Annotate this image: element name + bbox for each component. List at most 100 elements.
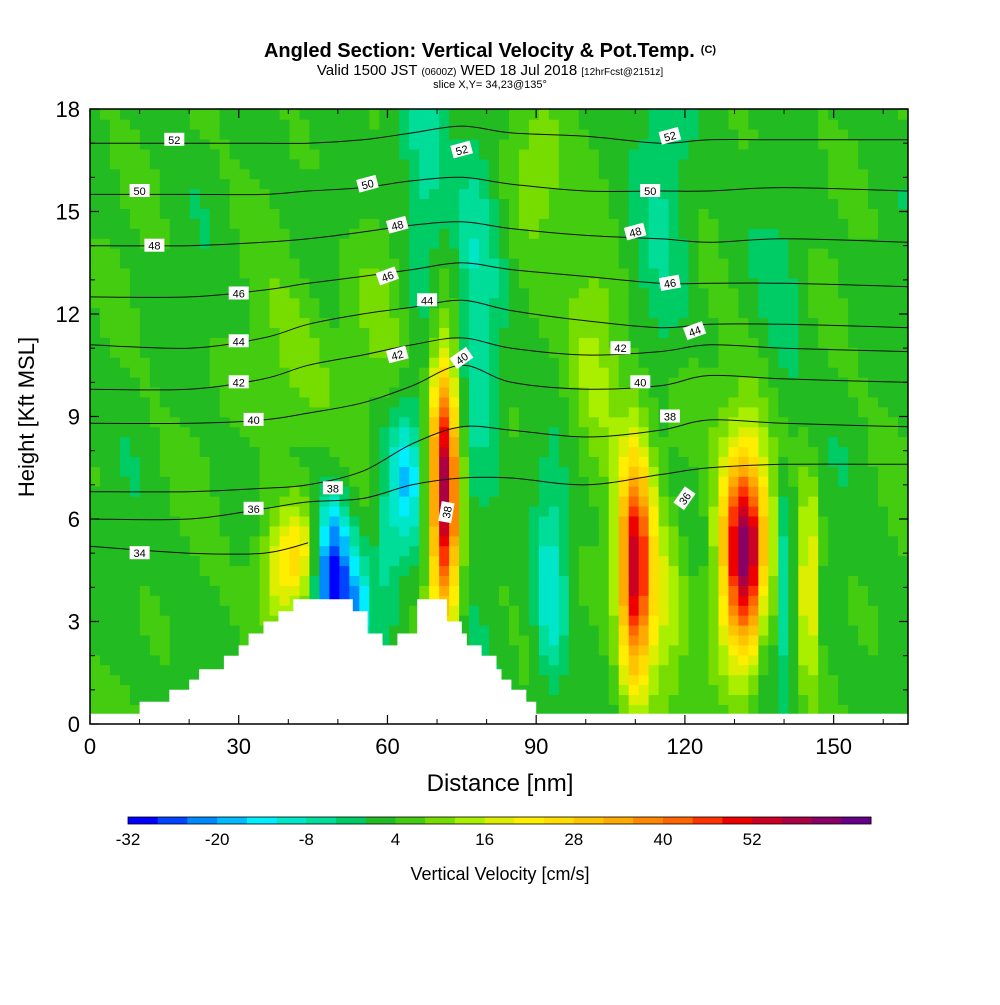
heatmap-cell xyxy=(508,585,520,596)
heatmap-cell xyxy=(279,158,291,170)
heatmap-cell xyxy=(578,178,590,190)
heatmap-cell xyxy=(818,237,829,249)
heatmap-cell xyxy=(558,128,570,140)
heatmap-cell xyxy=(149,128,161,140)
heatmap-cell xyxy=(479,237,490,249)
heatmap-cell xyxy=(90,634,101,646)
heatmap-cell xyxy=(379,555,391,567)
heatmap-cell xyxy=(848,257,859,269)
heatmap-cell xyxy=(788,505,800,517)
heatmap-cell xyxy=(409,317,420,329)
heatmap-cell xyxy=(429,535,440,547)
heatmap-cell xyxy=(718,247,730,259)
heatmap-cell xyxy=(508,287,520,299)
heatmap-cell xyxy=(758,595,770,606)
heatmap-cell xyxy=(518,634,530,646)
heatmap-cell xyxy=(548,128,560,140)
heatmap-cell xyxy=(99,237,111,249)
heatmap-cell xyxy=(439,575,450,586)
heatmap-cell xyxy=(608,198,620,209)
heatmap-cell xyxy=(119,168,131,180)
heatmap-cell xyxy=(239,485,251,497)
heatmap-cell xyxy=(149,436,161,448)
heatmap-cell xyxy=(518,604,530,616)
heatmap-cell xyxy=(758,228,770,239)
heatmap-cell xyxy=(718,327,730,338)
heatmap-cell xyxy=(728,247,740,259)
heatmap-cell xyxy=(868,476,879,487)
heatmap-cell xyxy=(99,218,111,229)
heatmap-cell xyxy=(568,297,580,309)
heatmap-cell xyxy=(748,604,760,616)
heatmap-cell xyxy=(99,535,111,547)
heatmap-cell xyxy=(628,148,640,160)
heatmap-cell xyxy=(119,485,131,497)
heatmap-cell xyxy=(359,545,371,557)
heatmap-cell xyxy=(219,257,231,269)
heatmap-cell xyxy=(299,287,311,299)
heatmap-cell xyxy=(548,505,560,517)
heatmap-cell xyxy=(179,604,191,616)
heatmap-cell xyxy=(688,694,700,705)
heatmap-cell xyxy=(219,366,231,378)
heatmap-cell xyxy=(818,376,829,388)
heatmap-cell xyxy=(459,307,470,319)
heatmap-cell xyxy=(778,386,790,398)
heatmap-cell xyxy=(229,297,241,309)
heatmap-cell xyxy=(329,109,341,120)
heatmap-cell xyxy=(199,565,211,577)
heatmap-cell xyxy=(389,109,401,120)
heatmap-cell xyxy=(758,654,770,666)
heatmap-cell xyxy=(309,555,321,567)
heatmap-cell xyxy=(878,317,889,329)
heatmap-cell xyxy=(588,267,600,279)
heatmap-cell xyxy=(828,466,839,477)
heatmap-cell xyxy=(868,138,879,150)
heatmap-cell xyxy=(748,406,760,418)
heatmap-cell xyxy=(249,466,261,477)
heatmap-cell xyxy=(608,664,620,676)
heatmap-cell xyxy=(369,297,381,309)
heatmap-cell xyxy=(119,565,131,577)
heatmap-cell xyxy=(768,297,780,309)
heatmap-cell xyxy=(489,218,500,229)
heatmap-cell xyxy=(489,545,500,557)
heatmap-cell xyxy=(389,535,401,547)
heatmap-cell xyxy=(219,634,231,646)
heatmap-cell xyxy=(668,654,680,666)
heatmap-cell xyxy=(698,704,710,715)
heatmap-cell xyxy=(199,476,211,487)
heatmap-cell xyxy=(349,565,361,577)
heatmap-cell xyxy=(419,168,430,180)
heatmap-cell xyxy=(828,347,839,358)
heatmap-cell xyxy=(419,366,430,378)
heatmap-cell xyxy=(479,188,490,200)
heatmap-cell xyxy=(329,347,341,358)
heatmap-cell xyxy=(698,158,710,170)
heatmap-cell xyxy=(528,148,540,160)
heatmap-cell xyxy=(698,614,710,626)
heatmap-cell xyxy=(259,327,271,338)
heatmap-cell xyxy=(489,237,500,249)
heatmap-cell xyxy=(229,158,241,170)
heatmap-cell xyxy=(648,446,660,457)
heatmap-cell xyxy=(848,376,859,388)
heatmap-cell xyxy=(199,198,211,209)
heatmap-cell xyxy=(718,495,730,507)
heatmap-cell xyxy=(578,208,590,219)
heatmap-cell xyxy=(90,555,101,567)
heatmap-cell xyxy=(828,515,839,527)
heatmap-cell xyxy=(309,426,321,438)
heatmap-cell xyxy=(489,109,500,120)
heatmap-cell xyxy=(399,337,411,348)
heatmap-cell xyxy=(449,396,460,408)
heatmap-cell xyxy=(598,476,610,487)
heatmap-cell xyxy=(309,267,321,279)
heatmap-cell xyxy=(439,446,450,457)
heatmap-cell xyxy=(359,237,371,249)
heatmap-cell xyxy=(369,525,381,537)
heatmap-cell xyxy=(359,297,371,309)
heatmap-cell xyxy=(568,604,580,616)
heatmap-cell xyxy=(588,525,600,537)
heatmap-cell xyxy=(768,485,780,497)
